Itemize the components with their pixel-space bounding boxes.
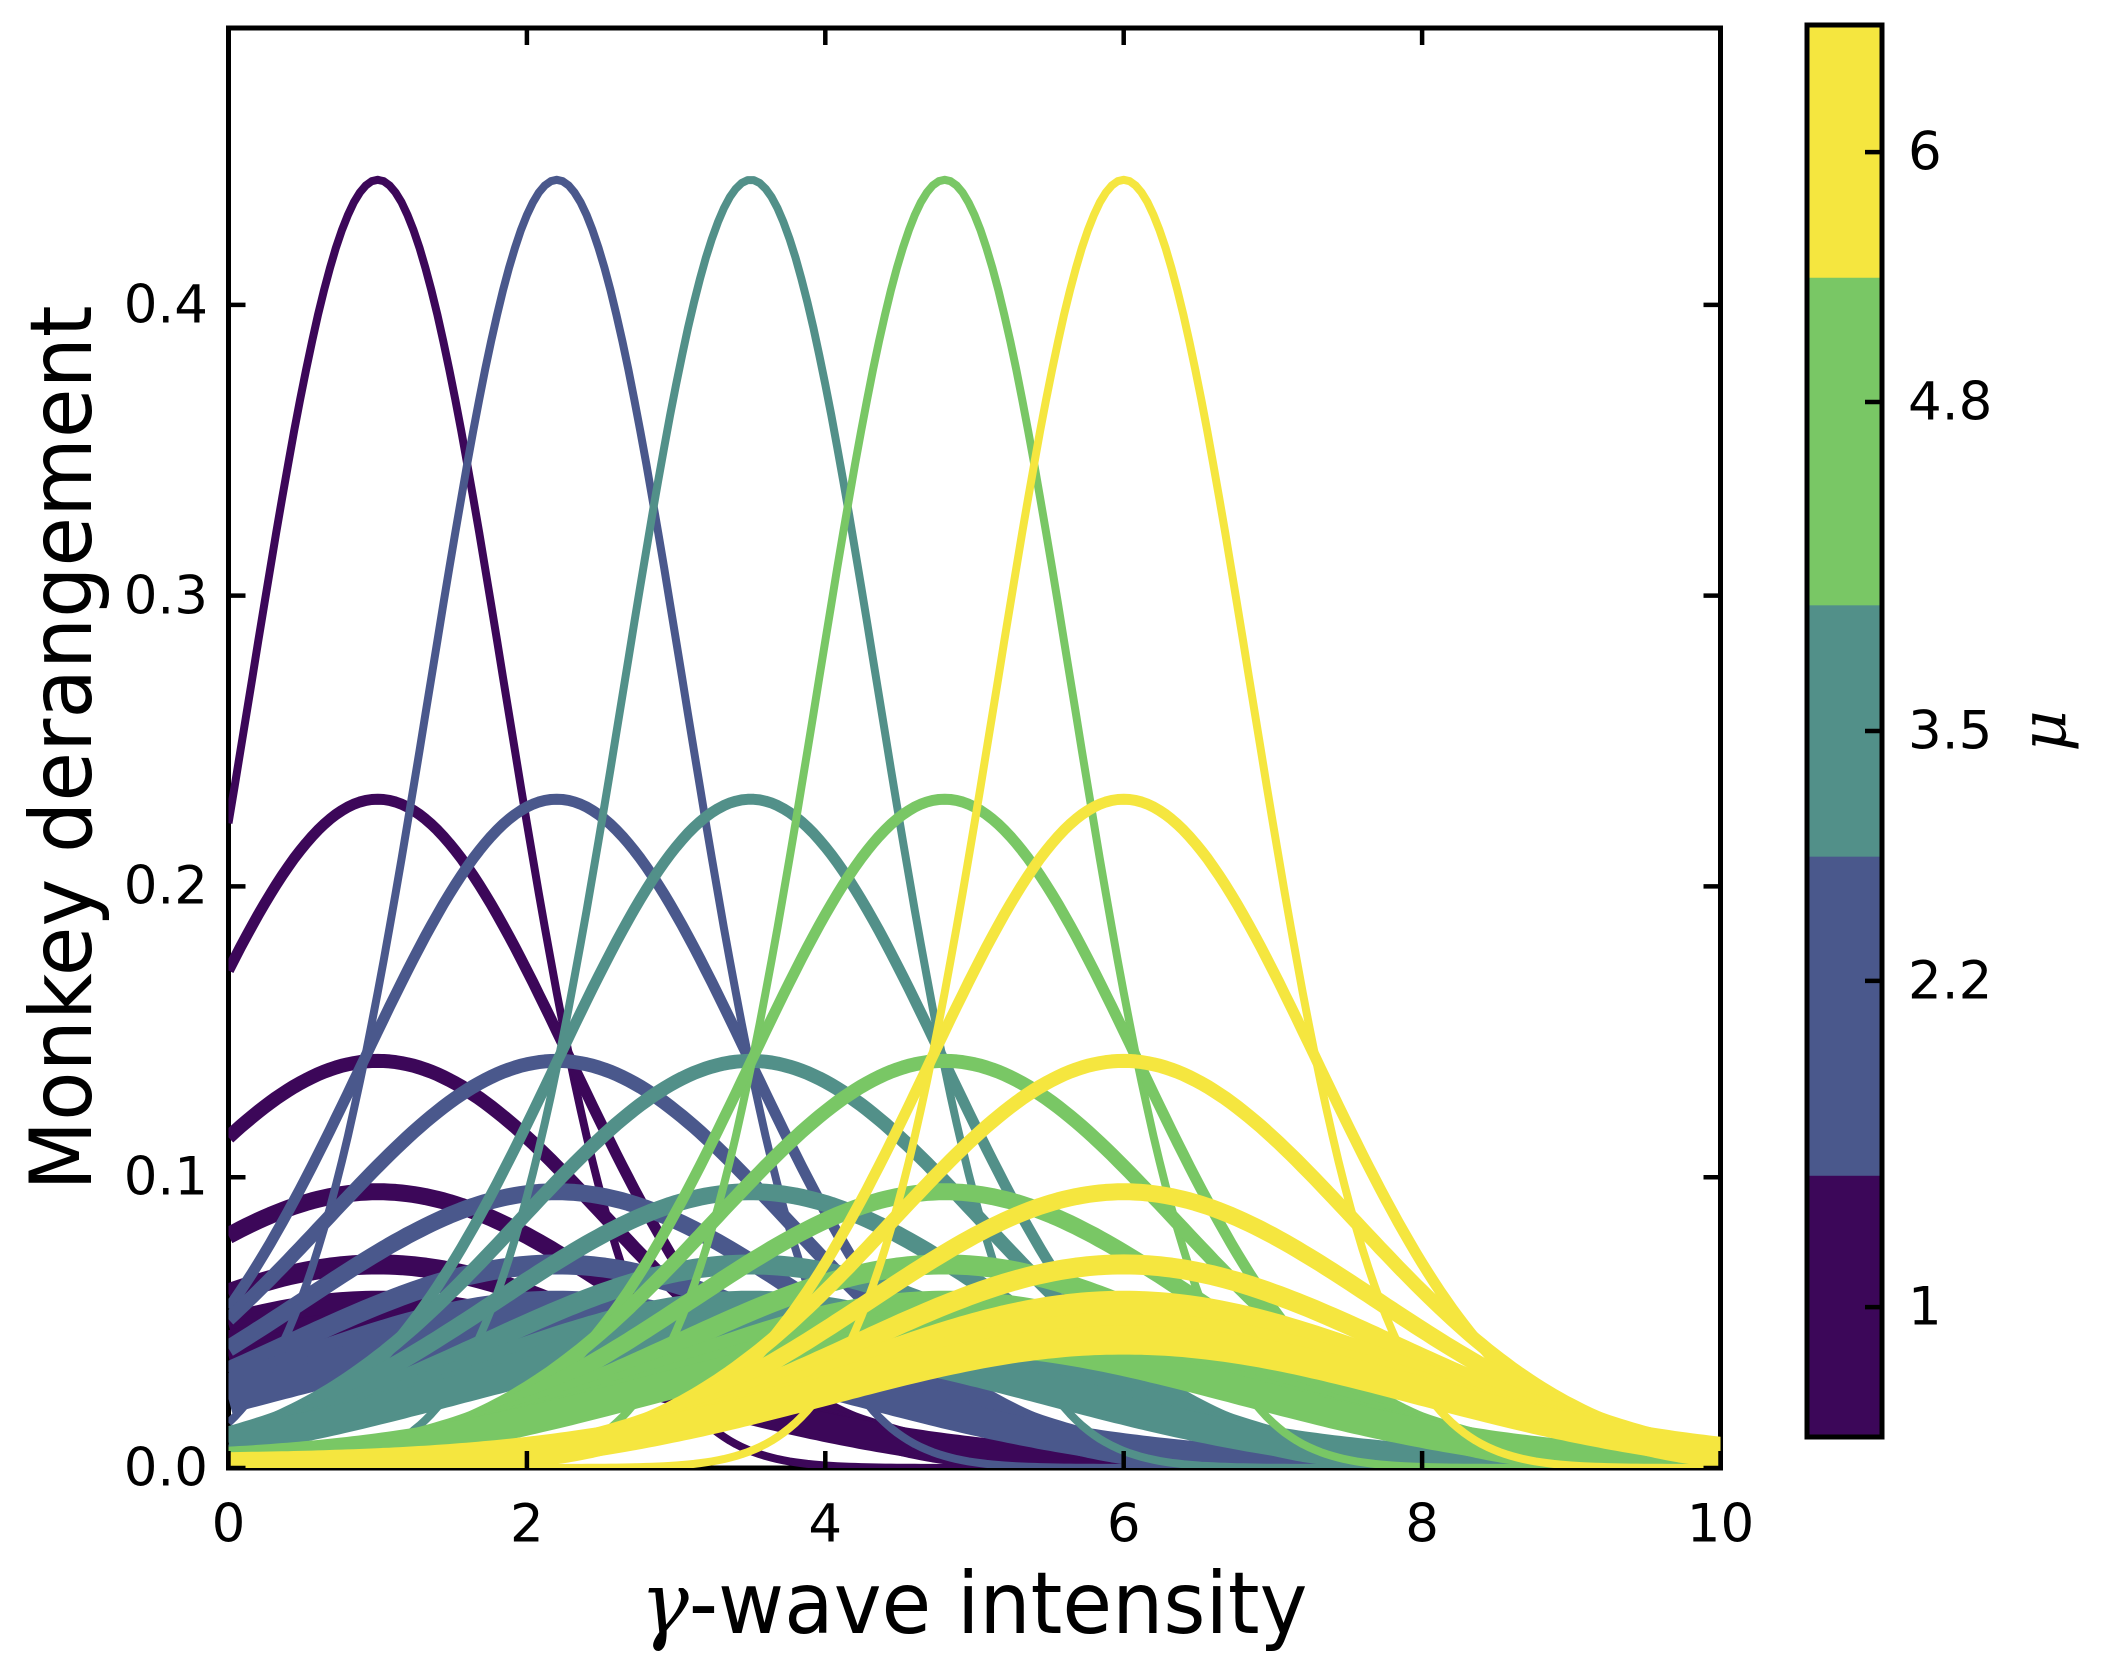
y-tick-label: 0.2 xyxy=(123,855,208,917)
gamma-symbol: γ xyxy=(640,1554,689,1654)
curves-layer xyxy=(228,175,1721,1468)
curve-mu1-tier1 xyxy=(228,175,1721,1468)
axes-frame xyxy=(226,25,1723,1471)
curve-mu3.5-tier8 xyxy=(228,1325,1721,1468)
x-tick-label: 6 xyxy=(1106,1493,1141,1555)
colorbar-tick-label: 6 xyxy=(1908,121,1942,183)
curve-mu2.2-tier1 xyxy=(228,175,1721,1468)
colorbar-segment xyxy=(1807,277,1882,606)
x-tick-label: 0 xyxy=(211,1493,246,1555)
y-axis-label: Monkey derangement xyxy=(12,305,112,1191)
x-axis-label-text: -wave intensity xyxy=(688,1554,1308,1654)
colorbar-label: μ xyxy=(2007,710,2081,752)
colorbar-tick-label: 1 xyxy=(1908,1276,1942,1338)
colorbar-tick-label: 3.5 xyxy=(1908,700,1993,762)
colorbar-tick-label: 2.2 xyxy=(1908,950,1993,1012)
y-tick-label: 0.0 xyxy=(123,1437,208,1499)
x-tick-label: 4 xyxy=(808,1493,843,1555)
colorbar-segment xyxy=(1807,856,1882,1177)
y-tick-label: 0.4 xyxy=(123,274,208,336)
curve-mu6-tier1 xyxy=(228,175,1721,1468)
y-tick-label: 0.1 xyxy=(123,1146,208,1208)
x-tick-label: 8 xyxy=(1405,1493,1439,1555)
x-axis-label: γ-wave intensity xyxy=(641,1561,1308,1647)
y-tick-label: 0.3 xyxy=(123,565,208,627)
x-tick-label: 10 xyxy=(1686,1493,1755,1555)
x-tick-label: 2 xyxy=(510,1493,544,1555)
colorbar-tick-label: 4.8 xyxy=(1908,371,1993,433)
curve-mu6-tier8 xyxy=(228,1325,1721,1468)
